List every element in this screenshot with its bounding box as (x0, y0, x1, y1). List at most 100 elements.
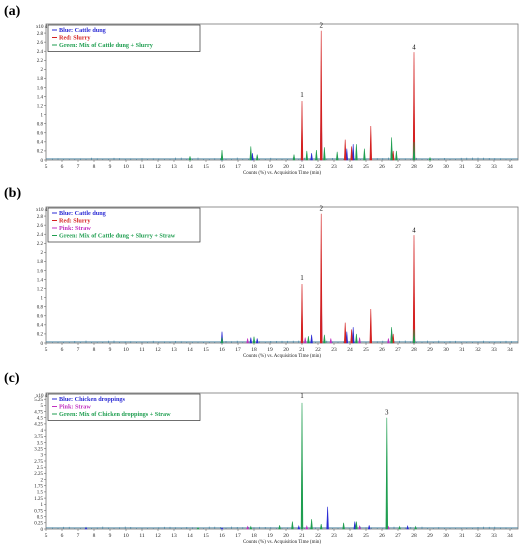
peak-mark (369, 125, 373, 161)
x-tick-label: 33 (491, 347, 497, 353)
x-tick-label: 24 (347, 164, 353, 170)
x-tick-label: 24 (347, 347, 353, 353)
x-tick-label: 18 (251, 533, 257, 539)
peak-number-label: 4 (412, 226, 416, 234)
y-tick-label: 2.2 (37, 59, 44, 64)
y-tick-label: 2.6 (37, 224, 44, 229)
x-tick-label: 20 (283, 347, 289, 353)
x-tick-label: 22 (315, 533, 321, 539)
peak-number-label: 2 (319, 205, 323, 213)
peak-mark (305, 150, 309, 161)
peak-mark (395, 150, 398, 161)
y-multiplier: x10 4 (36, 25, 48, 30)
legend-entry: Red: Slurry (59, 35, 91, 42)
x-tick-label: 19 (267, 164, 273, 170)
y-tick-label: 2 (41, 251, 44, 256)
x-tick-label: 13 (171, 533, 177, 539)
series-2 (246, 337, 390, 344)
peak-mark (343, 322, 347, 344)
peak-mark (303, 337, 307, 344)
x-tick-label: 12 (155, 347, 161, 353)
y-tick-label: 2.8 (37, 32, 44, 37)
x-tick-label: 31 (459, 533, 465, 539)
peak-mark (412, 329, 416, 344)
x-tick-label: 19 (267, 533, 273, 539)
baseline-group (46, 340, 518, 343)
x-tick-label: 8 (93, 533, 96, 539)
y-tick-label: 1.75 (34, 485, 43, 490)
x-tick-label: 13 (171, 347, 177, 353)
peak-mark (355, 144, 358, 161)
peak-mark (220, 150, 224, 161)
x-tick-label: 16 (219, 164, 225, 170)
panel-label-c: (c) (4, 371, 20, 386)
x-tick-label: 10 (123, 347, 129, 353)
y-multiplier: x10 4 (36, 394, 48, 399)
y-tick-label: 3.75 (34, 435, 43, 440)
x-tick-label: 15 (203, 533, 209, 539)
peak-mark (319, 213, 323, 344)
peak-mark (319, 524, 323, 530)
x-tick-label: 15 (203, 347, 209, 353)
peak-mark (398, 525, 401, 530)
series-1 (300, 213, 416, 344)
x-tick-label: 22 (315, 164, 321, 170)
x-tick-label: 21 (299, 533, 305, 539)
series-2 (188, 137, 432, 161)
peak-number-label: 4 (412, 43, 416, 51)
peak-mark (310, 519, 313, 530)
legend-entry: Pink: Straw (59, 225, 91, 232)
peak-mark (326, 506, 329, 530)
x-tick-label: 5 (45, 164, 48, 170)
y-tick-label: 2.8 (37, 215, 44, 220)
x-tick-label: 6 (61, 347, 64, 353)
peak-number-label: 3 (385, 408, 389, 416)
peak-mark (188, 156, 192, 161)
x-tick-label: 15 (203, 164, 209, 170)
x-tick-label: 5 (45, 347, 48, 353)
legend-entry: Blue: Cattle dung (59, 27, 107, 34)
chart-panel-c: x10 400.250.50.7511.251.51.7522.252.52.7… (34, 392, 519, 545)
x-tick-label: 11 (139, 347, 145, 353)
peak-mark (319, 30, 323, 161)
x-tick-label: 17 (235, 164, 241, 170)
y-tick-label: 2.5 (37, 466, 44, 471)
x-tick-label: 16 (219, 533, 225, 539)
x-tick-label: 10 (123, 533, 129, 539)
peak-mark (353, 521, 357, 530)
peak-mark (307, 336, 310, 344)
peak-mark (305, 524, 309, 530)
y-tick-label: 2.75 (34, 460, 43, 465)
y-tick-label: 4.5 (37, 417, 44, 422)
peak-mark (220, 337, 224, 344)
peak-mark (345, 148, 349, 161)
x-tick-label: 33 (491, 533, 497, 539)
x-tick-label: 25 (363, 164, 369, 170)
x-tick-label: 6 (61, 533, 64, 539)
peak-mark (292, 154, 296, 161)
x-tick-label: 18 (251, 164, 257, 170)
peak-number-label: 1 (300, 392, 304, 400)
x-tick-label: 5 (45, 533, 48, 539)
y-tick-label: 0.6 (37, 315, 44, 320)
y-tick-label: 0.4 (37, 141, 44, 146)
y-tick-label: 3.5 (37, 441, 44, 446)
series-3 (220, 327, 416, 344)
peak-mark (363, 148, 366, 161)
y-tick-label: 0.4 (37, 324, 44, 329)
legend-entry: Pink: Straw (59, 404, 91, 411)
x-tick-label: 27 (395, 164, 401, 170)
peak-mark (390, 137, 393, 161)
legend-entry: Red: Slurry (59, 218, 91, 225)
peak-mark (358, 337, 361, 344)
chart-panel-a: x10 4 0 0.2 0.4 0.6 0.8 1 1.2 1.4 1.6 1.8 2 2.2 2.4 2.… (36, 22, 519, 176)
x-tick-label: 26 (379, 164, 385, 170)
y-tick-label: 4.75 (34, 410, 43, 415)
y-tick-label: 1.8 (37, 260, 44, 265)
x-axis-label: Counts (%) vs. Acquisition Time (min) (243, 354, 321, 359)
x-tick-label: 11 (139, 164, 145, 170)
x-tick-label: 12 (155, 164, 161, 170)
legend-box (47, 207, 201, 243)
x-tick-label: 28 (411, 164, 417, 170)
